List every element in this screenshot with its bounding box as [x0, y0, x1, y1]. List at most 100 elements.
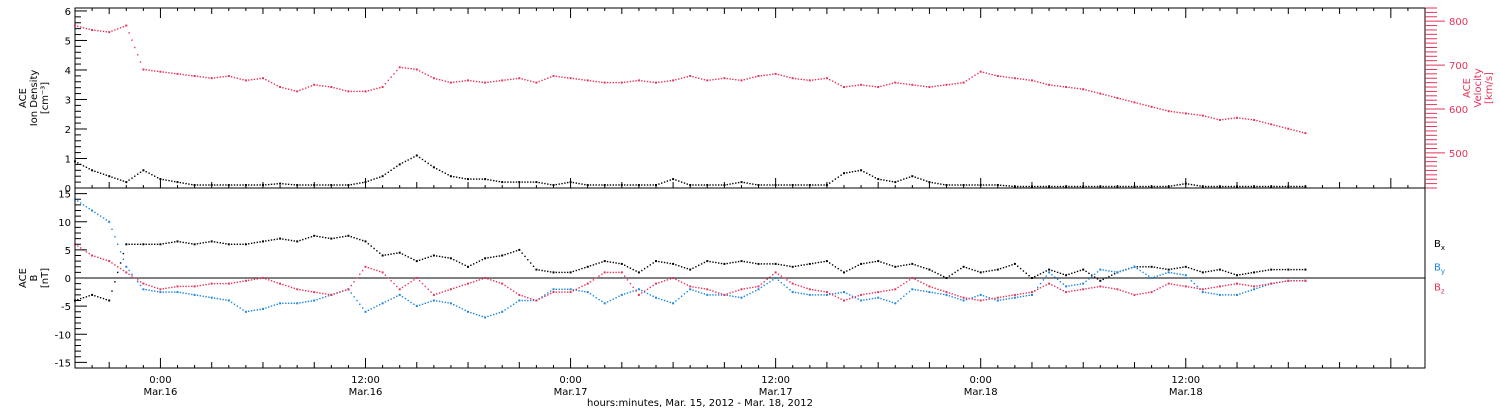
- b-tick-label: 5: [65, 246, 71, 257]
- velocity-tick-label: 800: [1449, 17, 1468, 28]
- ion-density-point: [658, 183, 660, 185]
- bz-point: [196, 285, 199, 287]
- ion-density-point: [886, 179, 888, 182]
- bx-point: [119, 262, 122, 264]
- ion-density-point: [729, 183, 731, 185]
- ion-density-point: [504, 181, 506, 183]
- bz-point: [757, 285, 760, 288]
- bz-point: [1284, 280, 1287, 282]
- bx-point: [444, 256, 446, 259]
- bx-point: [1222, 269, 1224, 272]
- by-point: [817, 294, 820, 296]
- velocity-point: [1276, 125, 1278, 127]
- bz-point: [248, 279, 250, 281]
- bz-point: [455, 286, 458, 289]
- bz-point: [871, 292, 874, 294]
- bz-point: [1096, 286, 1099, 288]
- by-point: [951, 296, 953, 298]
- ion-density-point: [589, 184, 592, 186]
- bz-point: [1190, 286, 1193, 289]
- by-point: [715, 294, 717, 296]
- by-point: [176, 291, 179, 294]
- ion-density-point: [1284, 185, 1287, 188]
- ion-density-point: [481, 178, 483, 180]
- bz-point: [829, 292, 831, 295]
- velocity-point: [487, 81, 489, 83]
- ion-density-point: [299, 184, 301, 186]
- velocity-point: [769, 73, 771, 76]
- velocity-point: [797, 78, 800, 80]
- bx-point: [376, 250, 378, 252]
- density-tick-label: 3: [65, 95, 71, 106]
- bz-point: [586, 282, 589, 285]
- bz-point: [475, 280, 478, 282]
- ion-density-point: [216, 184, 219, 186]
- bx-point: [760, 263, 763, 265]
- velocity-point: [1162, 109, 1164, 111]
- velocity-point: [449, 81, 452, 84]
- bz-point: [1165, 284, 1167, 286]
- by-point: [455, 305, 458, 307]
- bz-point: [362, 269, 364, 272]
- by-point: [900, 297, 902, 300]
- bz-point: [436, 293, 438, 295]
- by-point: [117, 243, 119, 245]
- ion-density-point: [94, 170, 96, 172]
- by-point: [139, 284, 142, 287]
- bx-point: [598, 262, 600, 264]
- bz-point: [786, 279, 788, 281]
- velocity-point: [484, 81, 487, 84]
- bx-point: [239, 243, 241, 245]
- ion-density-point: [449, 175, 452, 178]
- ion-density-point: [148, 172, 150, 174]
- ion-density-point: [270, 183, 273, 185]
- by-point: [432, 299, 435, 302]
- ion-density-point: [549, 183, 552, 186]
- ion-density-point: [1059, 185, 1062, 188]
- bx-point: [310, 236, 313, 238]
- bx-point: [1201, 271, 1204, 274]
- bx-point: [507, 252, 509, 255]
- velocity-point: [857, 84, 859, 86]
- b-tick-label: -10: [55, 330, 71, 341]
- velocity-point: [589, 80, 592, 82]
- bz-point: [310, 290, 313, 293]
- bx-point: [789, 265, 791, 267]
- bz-point: [1259, 284, 1261, 287]
- ion-density-point: [453, 176, 455, 178]
- ion-density-point: [615, 184, 617, 186]
- by-point: [1205, 291, 1207, 294]
- bx-point: [851, 267, 854, 269]
- by-point: [620, 293, 623, 296]
- bx-point: [487, 257, 489, 259]
- ion-density-point: [726, 183, 728, 186]
- ion-density-point: [493, 179, 495, 182]
- bx-point: [661, 261, 663, 263]
- ion-density-point: [401, 162, 404, 164]
- bz-point: [743, 288, 745, 290]
- by-point: [774, 277, 777, 279]
- by-point: [678, 297, 680, 300]
- bz-point: [544, 295, 546, 297]
- by-point: [567, 288, 569, 290]
- bz-point: [547, 294, 549, 296]
- ion-density-point: [1085, 185, 1087, 188]
- ion-density-point: [447, 174, 449, 176]
- x-tick-time-label: 12:00: [1171, 375, 1200, 386]
- ion-density-point: [661, 182, 663, 184]
- bz-point: [575, 288, 577, 290]
- ion-density-point: [1293, 185, 1295, 188]
- ion-density-point: [957, 184, 959, 186]
- bx-point: [396, 252, 398, 254]
- ion-density-point: [709, 184, 711, 186]
- ion-density-point: [498, 180, 501, 183]
- ion-density-point: [643, 184, 646, 186]
- ion-density-point: [700, 184, 703, 186]
- bx-point: [903, 264, 905, 266]
- velocity-point: [1156, 107, 1158, 109]
- by-point: [244, 310, 247, 313]
- by-point: [524, 299, 526, 302]
- velocity-point: [586, 79, 589, 82]
- by-point: [860, 299, 863, 302]
- bz-point: [179, 285, 182, 288]
